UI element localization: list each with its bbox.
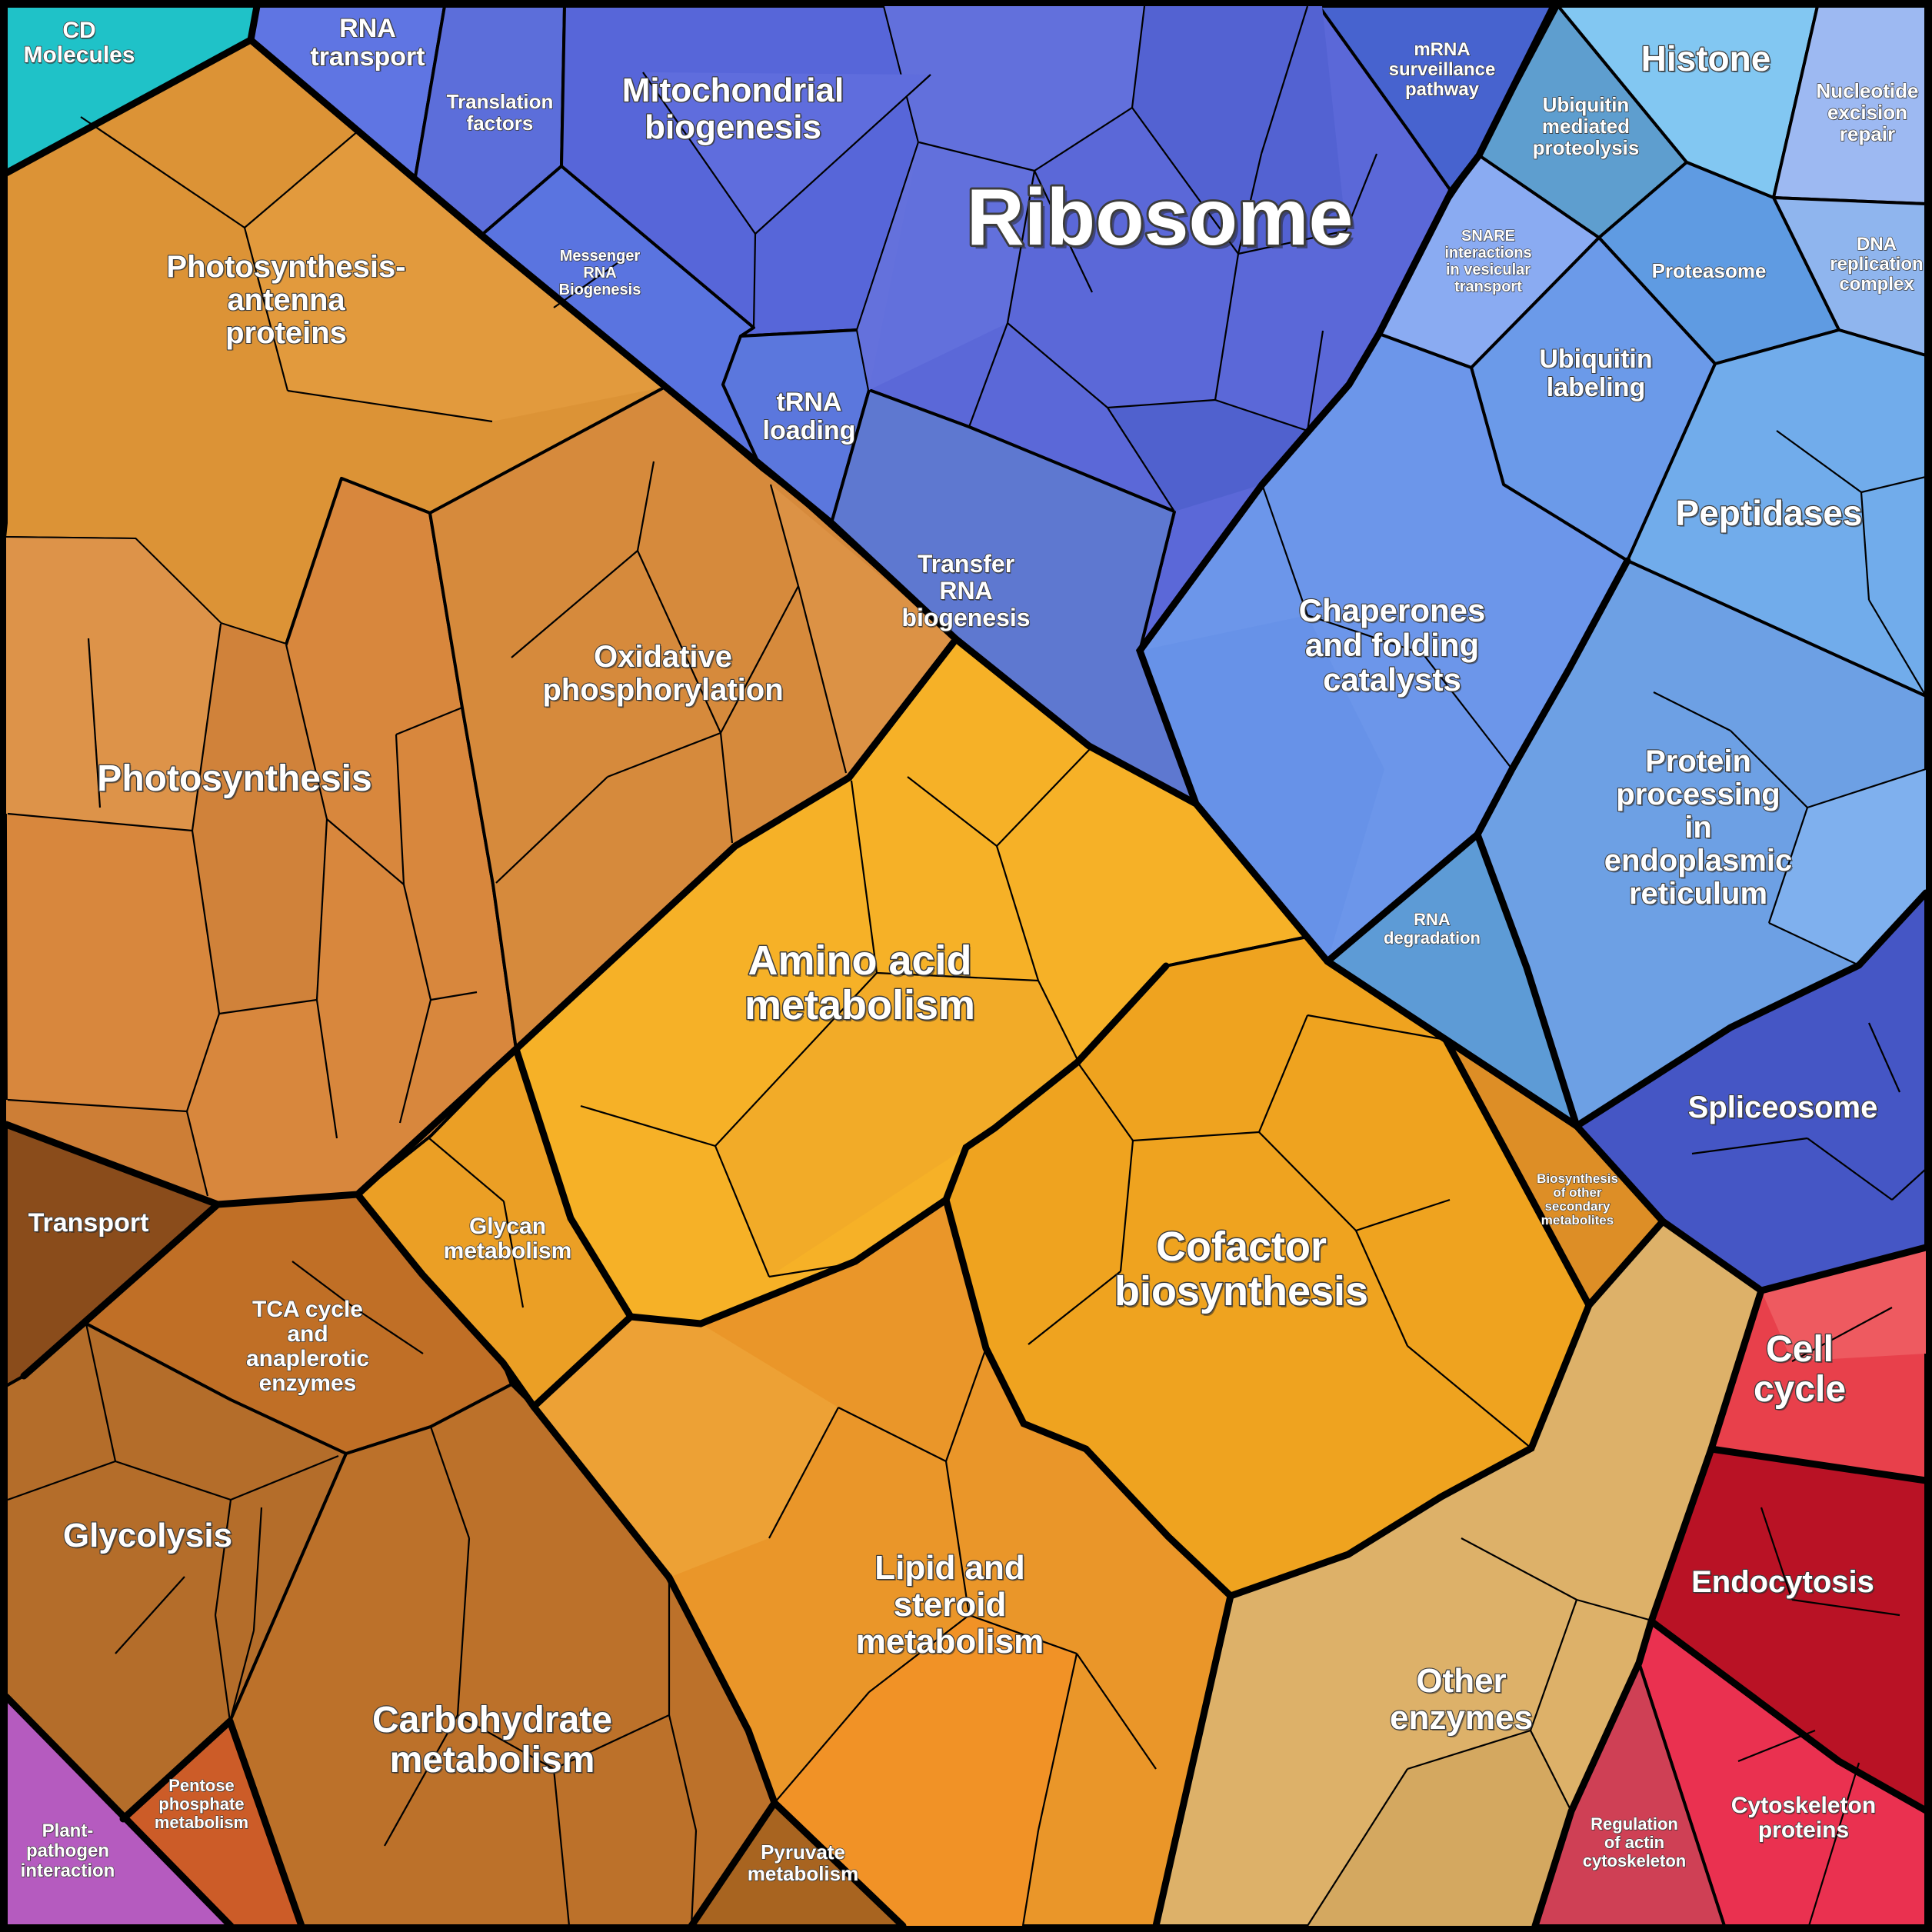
svg-text:Endocytosis: Endocytosis (1693, 1567, 1876, 1601)
svg-text:Glycolysis: Glycolysis (65, 1518, 234, 1556)
svg-text:Histone: Histone (1641, 38, 1771, 78)
svg-text:Proteasome: Proteasome (1653, 260, 1767, 283)
svg-text:Histone: Histone (1643, 40, 1773, 80)
svg-text:Photosynthesis: Photosynthesis (97, 758, 371, 799)
svg-text:Glycolysis: Glycolysis (63, 1517, 232, 1554)
svg-text:Ribosome: Ribosome (967, 173, 1354, 262)
svg-text:Peptidases: Peptidases (1676, 493, 1863, 533)
svg-text:Spliceosome: Spliceosome (1690, 1092, 1880, 1126)
svg-text:Transport: Transport (30, 1210, 151, 1239)
svg-text:Photosynthesis: Photosynthesis (98, 760, 373, 801)
svg-text:Endocytosis: Endocytosis (1691, 1565, 1874, 1599)
svg-text:Spliceosome: Spliceosome (1688, 1091, 1878, 1124)
svg-text:Proteasome: Proteasome (1652, 259, 1767, 282)
svg-text:Peptidases: Peptidases (1677, 495, 1864, 535)
svg-text:Transport: Transport (28, 1208, 149, 1237)
svg-text:Ribosome: Ribosome (971, 177, 1357, 266)
